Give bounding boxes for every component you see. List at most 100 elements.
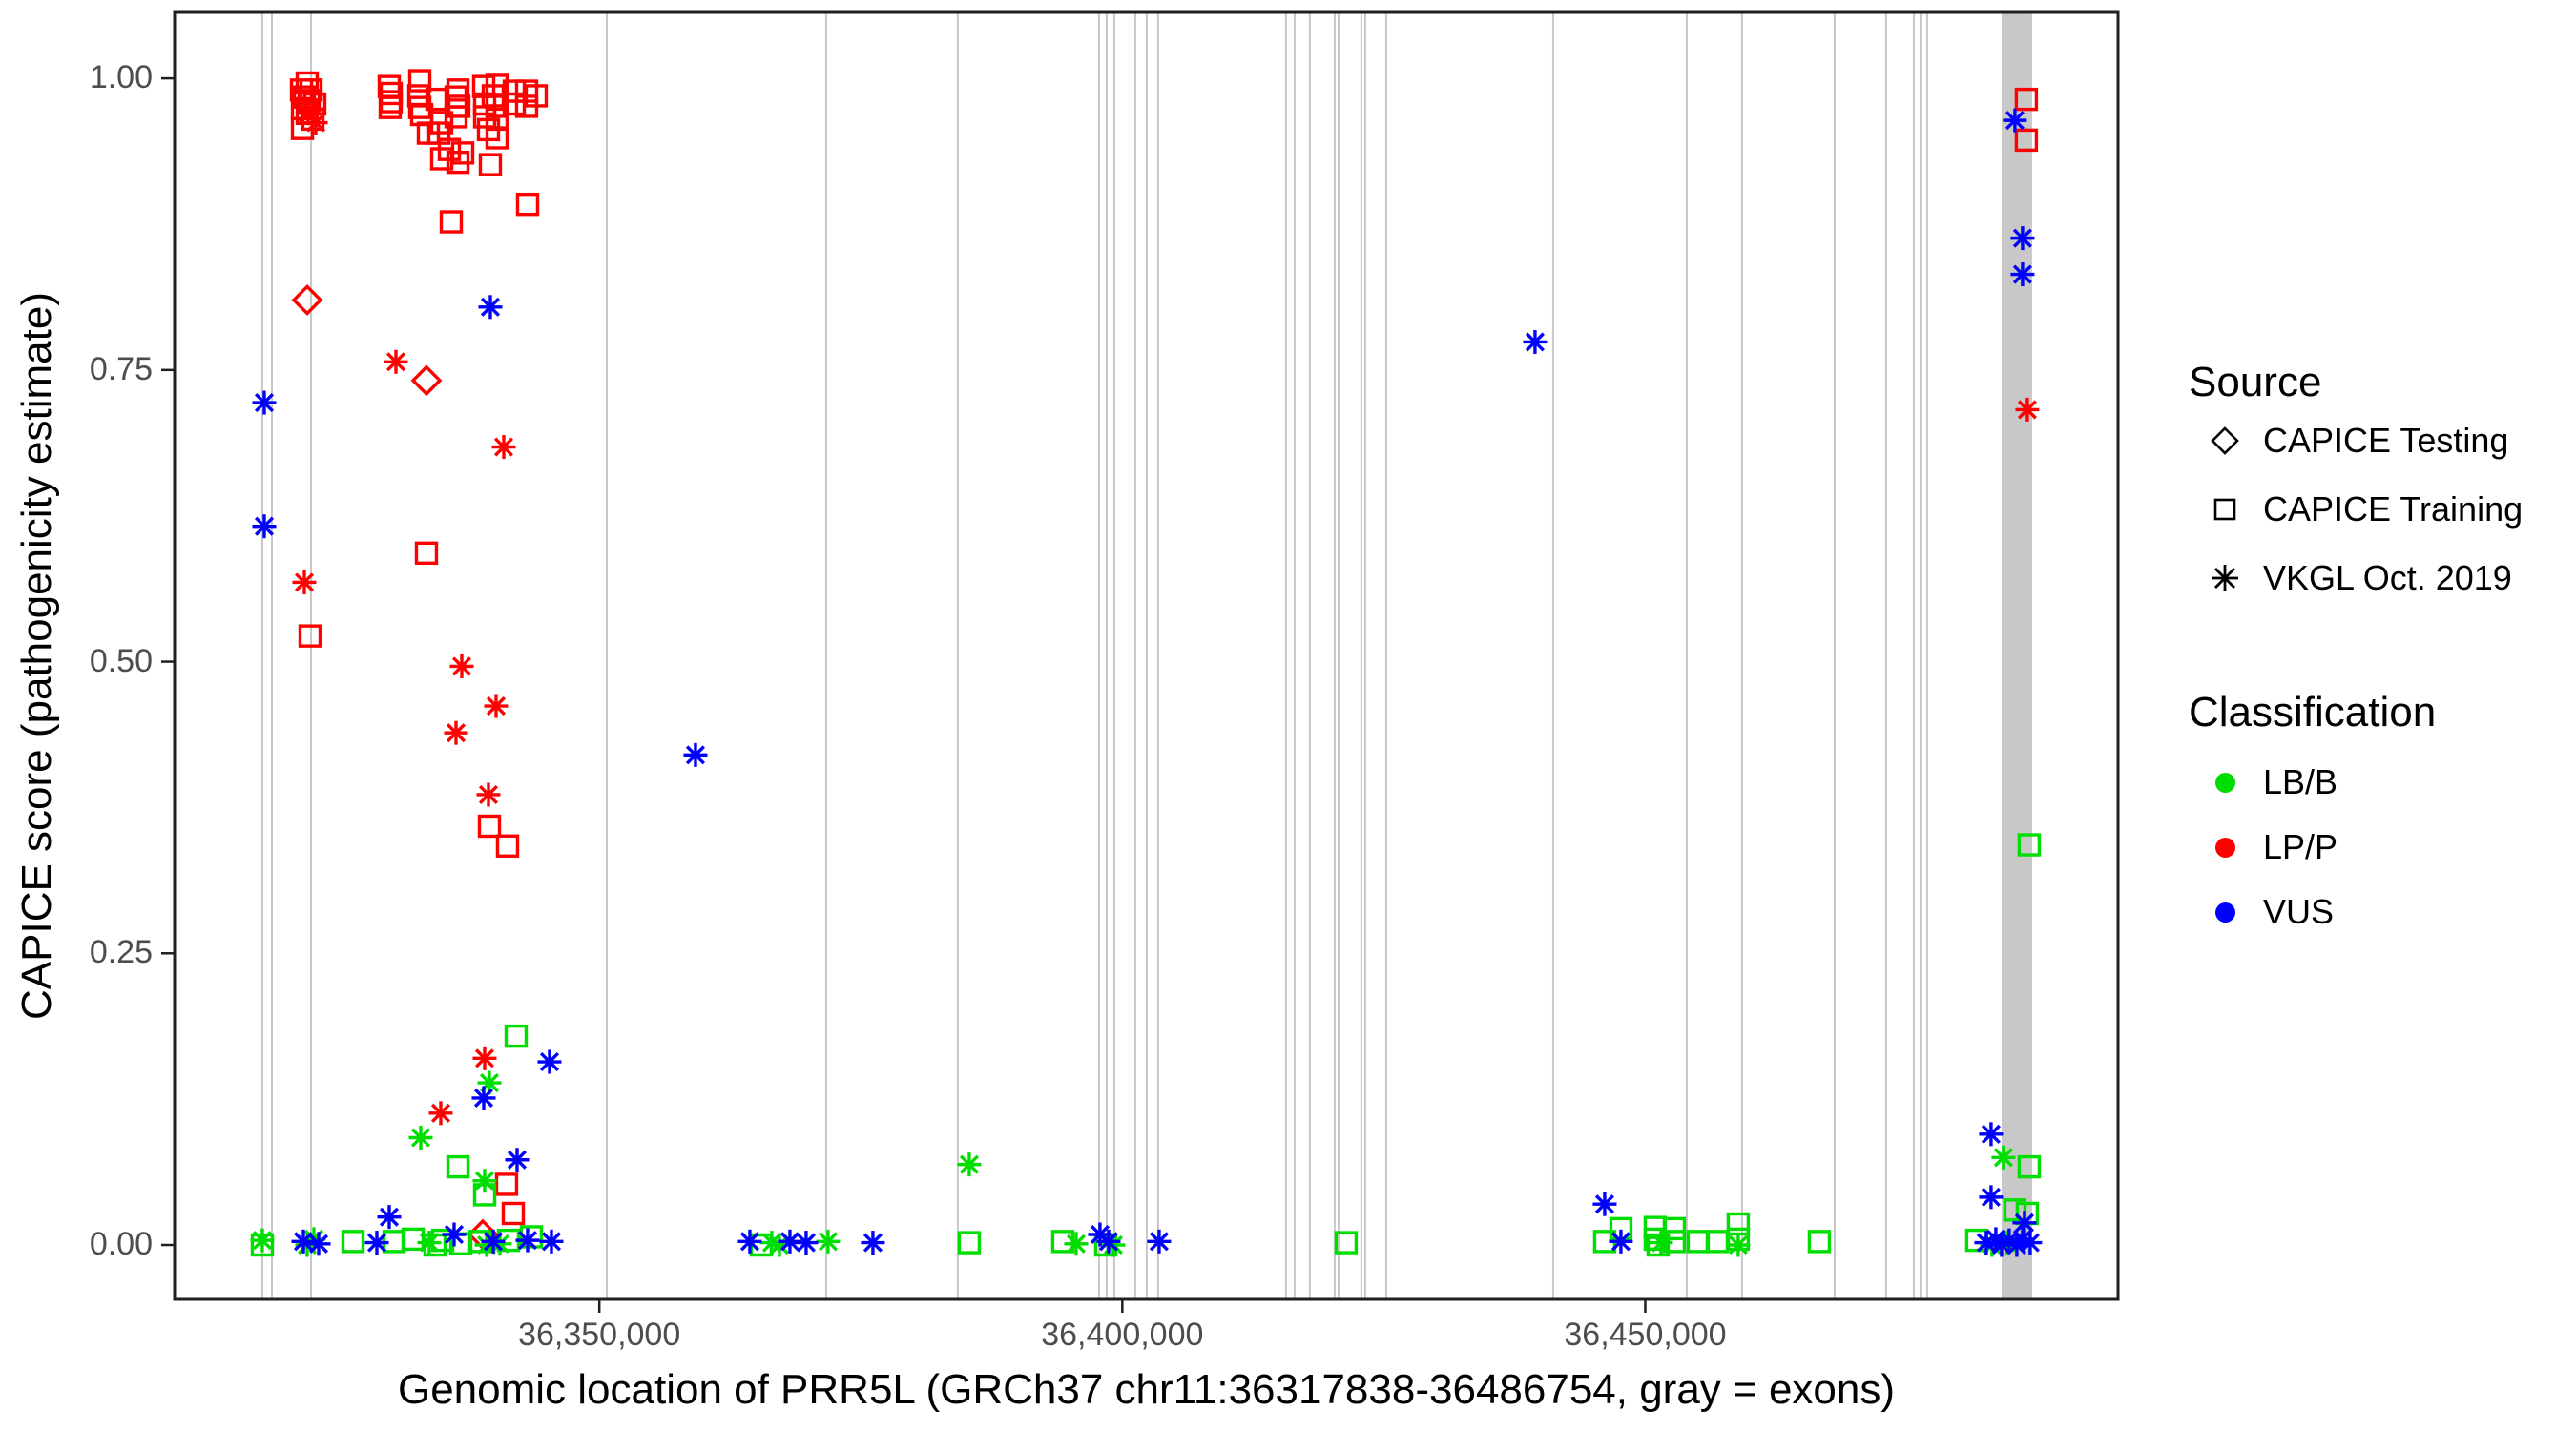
data-point-square (429, 111, 454, 135)
data-point-square (446, 78, 470, 102)
data-point-asterisk (442, 1222, 467, 1247)
data-point-square (446, 150, 470, 175)
data-point-square (519, 1225, 544, 1249)
data-point-asterisk (816, 1229, 841, 1254)
legend-item-vkgl: VKGL Oct. 2019 (2200, 553, 2512, 603)
data-point-asterisk (861, 1231, 885, 1255)
data-point-square (494, 1172, 519, 1196)
data-point-square (502, 79, 527, 103)
series-vkgl-lp-p (292, 101, 2040, 1126)
y-tick-label: 0.75 (89, 350, 153, 387)
exon-lines (260, 12, 1928, 1299)
data-point-square (502, 92, 527, 116)
legend-classification-title: Classification (2189, 689, 2437, 736)
data-point-square (515, 192, 540, 217)
data-point-asterisk (1991, 1145, 2016, 1170)
data-point-asterisk (539, 1229, 564, 1254)
data-point-square (2017, 833, 2042, 857)
data-point-asterisk (683, 742, 708, 767)
data-point-asterisk (444, 720, 468, 745)
data-point-asterisk (292, 570, 317, 594)
data-point-asterisk (1609, 1229, 1633, 1254)
x-tick-label: 36,400,000 (1041, 1317, 1204, 1353)
data-point-asterisk (1979, 1122, 2004, 1147)
data-point-square (501, 1201, 526, 1226)
data-point-asterisk (491, 435, 516, 460)
legend-item-vus: VUS (2200, 887, 2334, 937)
data-point-asterisk (2015, 397, 2040, 422)
data-point-square (477, 814, 502, 839)
data-point-square (2014, 87, 2039, 112)
y-axis-title: CAPICE score (pathogenicity estimate) (13, 292, 60, 1020)
data-point-square (407, 69, 432, 93)
vus-dot-icon (2200, 887, 2250, 937)
series-vkgl-vus (252, 108, 2043, 1257)
legend-item-lbb: LB/B (2200, 757, 2337, 807)
data-point-square (1334, 1231, 1359, 1255)
data-point-asterisk (408, 1126, 433, 1151)
legend-item-label: CAPICE Testing (2263, 421, 2509, 460)
data-point-square (378, 95, 403, 119)
legend-item-label: CAPICE Training (2263, 489, 2524, 529)
data-point-diamond (410, 364, 443, 397)
data-point-asterisk (737, 1229, 762, 1254)
data-point-asterisk (472, 1169, 497, 1193)
data-point-asterisk (303, 111, 328, 135)
panel-border (173, 10, 2120, 1301)
legend-item-label: LB/B (2263, 762, 2338, 801)
data-point-asterisk (957, 1152, 982, 1177)
exon-band (2001, 12, 2032, 1299)
legend-item-label: LP/P (2263, 827, 2338, 866)
data-point-asterisk (478, 295, 503, 320)
data-point-square (504, 1024, 529, 1048)
y-tick-label: 0.00 (89, 1226, 153, 1262)
data-point-asterisk (1649, 1231, 1673, 1255)
data-point-asterisk (484, 694, 509, 718)
data-point-square (472, 92, 497, 116)
legend-item-capice-training: CAPICE Training (2200, 485, 2523, 534)
x-tick-label: 36,350,000 (518, 1317, 681, 1353)
data-point-square (1662, 1216, 1687, 1241)
data-point-square (341, 1230, 365, 1254)
data-point-square (2017, 1154, 2042, 1179)
x-axis-title: Genomic location of PRR5L (GRCh37 chr11:… (397, 1366, 1896, 1413)
data-point-diamond (291, 284, 323, 316)
data-point-asterisk (515, 1228, 540, 1253)
data-point-asterisk (1147, 1229, 1172, 1254)
data-point-asterisk (505, 1148, 530, 1172)
data-point-square (429, 147, 454, 171)
legend-item-lpp: LP/P (2200, 822, 2337, 872)
diamond-open-icon (2200, 416, 2250, 466)
data-point-square (298, 624, 322, 648)
data-point-asterisk (417, 1231, 442, 1255)
data-point-asterisk (291, 1229, 316, 1254)
legend-item-capice-testing: CAPICE Testing (2200, 416, 2508, 466)
data-point-asterisk (1064, 1232, 1089, 1256)
asterisk-icon (2200, 553, 2250, 603)
data-point-square (495, 834, 520, 858)
data-point-asterisk (1096, 1229, 1121, 1254)
data-point-asterisk (476, 782, 501, 807)
x-tick-label: 36,450,000 (1564, 1317, 1727, 1353)
data-point-asterisk (384, 349, 408, 374)
y-tick-label: 0.25 (89, 934, 153, 971)
data-point-asterisk (306, 1232, 331, 1256)
data-point-asterisk (1979, 1185, 2004, 1210)
data-point-asterisk (1523, 329, 1548, 354)
data-point-asterisk (377, 1205, 402, 1230)
data-point-square (2003, 1198, 2027, 1222)
data-point-square (485, 126, 509, 150)
data-point-square (472, 105, 497, 129)
data-point-asterisk (2010, 226, 2035, 251)
data-point-asterisk (537, 1049, 562, 1074)
data-point-asterisk (2010, 262, 2035, 287)
lbb-dot-icon (2200, 757, 2250, 807)
data-point-asterisk (449, 653, 474, 678)
data-point-square (439, 210, 464, 234)
data-point-square (407, 95, 432, 119)
data-point-asterisk (250, 1228, 275, 1253)
data-point-asterisk (1592, 1192, 1617, 1216)
data-point-asterisk (481, 1229, 506, 1254)
